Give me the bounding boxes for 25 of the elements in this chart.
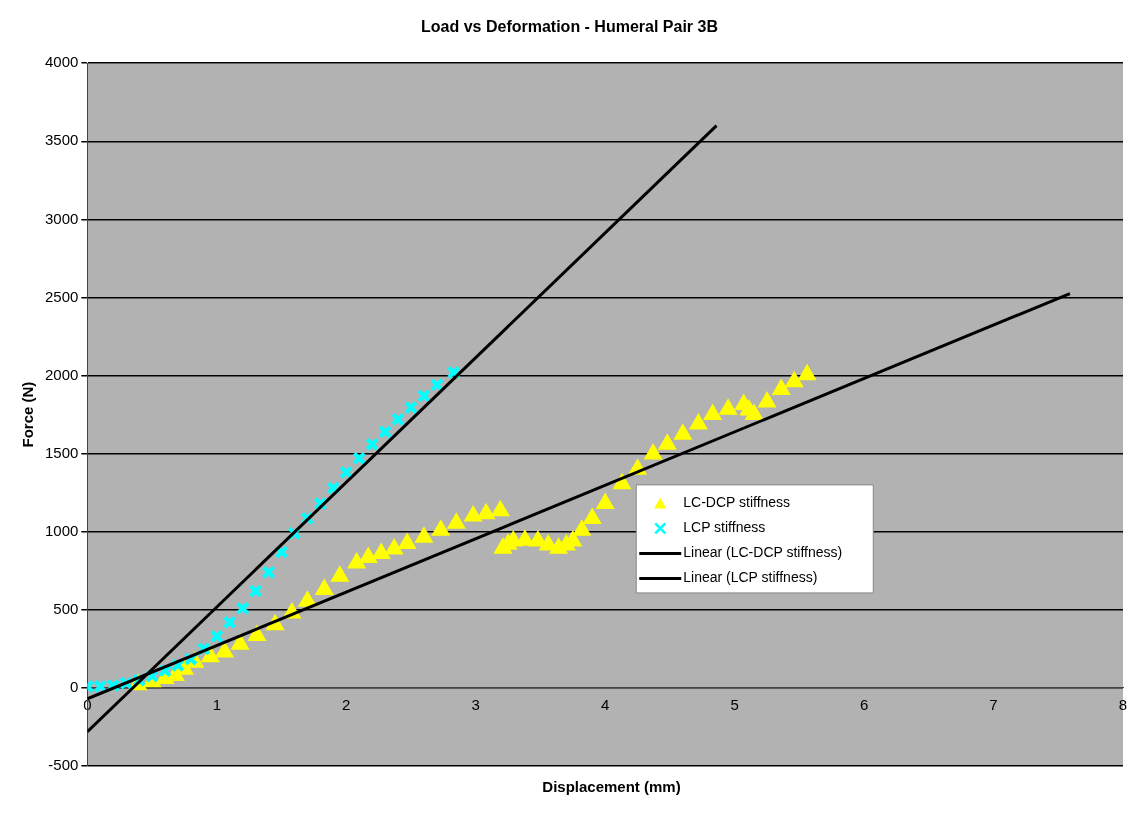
y-tick-label: 2500	[44, 287, 79, 305]
x-axis-title: Displacement (mm)	[541, 778, 682, 795]
y-tick-label: 1500	[44, 443, 79, 461]
x-tick-label: 1	[212, 696, 221, 714]
legend-label: Linear (LCP stiffness)	[683, 569, 818, 586]
y-tick-label: 3500	[44, 131, 79, 149]
x-tick-label: 4	[601, 696, 610, 714]
y-tick-label: 3000	[44, 209, 79, 227]
legend-label: LCP stiffness	[683, 519, 766, 536]
x-tick-label: 7	[989, 696, 998, 714]
y-tick-label: 0	[70, 678, 79, 696]
legend-label: LC-DCP stiffness	[683, 494, 791, 511]
x-tick-label: 6	[859, 696, 869, 714]
chart-title: Load vs Deformation - Humeral Pair 3B	[421, 18, 718, 36]
x-tick-label: 8	[1118, 696, 1128, 714]
x-tick-label: 2	[342, 696, 351, 714]
y-axis-title: Force (N)	[19, 381, 37, 448]
y-tick-label: 4000	[44, 53, 79, 71]
y-tick-label: 500	[53, 599, 79, 617]
legend-label: Linear (LC-DCP stiffness)	[683, 544, 843, 561]
y-tick-label: 2000	[44, 365, 79, 383]
y-tick-label: 1000	[44, 521, 79, 539]
y-tick-label: -500	[48, 756, 79, 774]
x-tick-label: 5	[730, 696, 739, 714]
x-tick-label: 3	[471, 696, 480, 714]
